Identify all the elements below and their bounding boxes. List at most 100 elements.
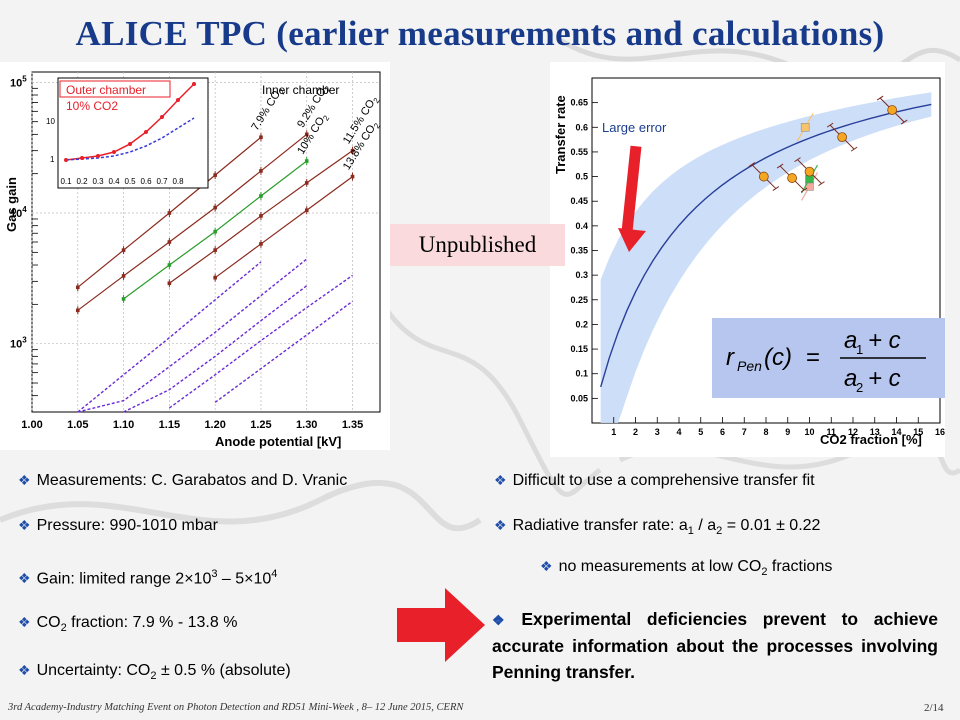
diamond-bullet-icon: ❖ (18, 662, 31, 678)
x-tick-label: 11 (826, 427, 836, 437)
y-tick-label: 0.3 (575, 270, 588, 280)
calc-series-line (77, 261, 262, 413)
y-tick-label: 0.15 (570, 344, 588, 354)
gas-gain-plot: 1.00 1.05 1.10 1.15 1.20 1.25 1.30 1.3510310410… (4, 71, 382, 449)
calc-series-line (123, 285, 308, 413)
inset-plot: Outer chamber 10% CO2 0.1 0.2 0.3 0.4 0.5 0.6… (46, 77, 209, 189)
x-tick-label: 1.05 (67, 419, 88, 431)
page-number: 2/14 (924, 702, 944, 714)
inset-data-point (128, 142, 132, 146)
inset-data-point (80, 156, 84, 160)
bullet-gain: ❖ Gain: limited range 2×103 – 5×104 (18, 568, 278, 588)
fit-uncertainty-band (600, 92, 932, 423)
data-point (304, 132, 309, 137)
formula-arg: (c) (764, 344, 792, 371)
gas-gain-xlabel: Anode potential [kV] (215, 434, 341, 449)
data-point (350, 148, 355, 153)
data-point (213, 275, 217, 280)
bullet-difficult-fit: ❖ Difficult to use a comprehensive transf… (494, 472, 815, 489)
x-tick-label: 7 (742, 427, 747, 437)
data-point (259, 169, 263, 173)
inset-y-tick: 1 (50, 155, 55, 164)
x-tick-label: 1.15 (159, 419, 180, 431)
y-tick-label: 0.45 (570, 196, 588, 206)
data-point (259, 242, 263, 246)
x-tick-label: 1.25 (250, 419, 271, 431)
data-point (837, 132, 848, 143)
errorbar-cap (826, 122, 834, 128)
x-tick-label: 1.30 (296, 419, 317, 431)
data-point (167, 263, 172, 267)
y-tick-label: 103 (10, 336, 27, 351)
inner-chamber-label: Inner chamber (262, 83, 339, 97)
formula-num-a: a (844, 327, 857, 354)
errorbar-cap (876, 95, 884, 101)
inset-x-tick: 0.6 (140, 177, 152, 186)
extra-data-point (800, 123, 810, 132)
y-tick-label: 0.2 (575, 319, 588, 329)
bullet-uncertainty: ❖ Uncertainty: CO2 ± 0.5 % (absolute) (18, 662, 291, 683)
data-point (167, 281, 172, 286)
diamond-bullet-icon: ❖ (494, 472, 507, 488)
bullet-no-measurements: ❖ no measurements at low CO2 fractions (540, 558, 833, 579)
data-point (121, 248, 126, 252)
fit-line (600, 103, 932, 388)
bullet-pressure: ❖ Pressure: 990-1010 mbar (18, 517, 218, 534)
conclusion-bullet: ❖ Experimental deficiencies prevent to ac… (492, 609, 938, 682)
gas-gain-ylabel: Gas gain (4, 177, 19, 232)
inset-x-tick: 0.5 (124, 177, 136, 186)
penning-rate-formula: r Pen (c) = a 1 + c a 2 + c (712, 318, 945, 398)
diamond-bullet-icon: ❖ (494, 517, 507, 533)
calc-series-line (168, 274, 353, 409)
y-tick-label: 0.25 (570, 295, 588, 305)
errorbar-cap (850, 146, 858, 152)
unpublished-label: Unpublished (390, 224, 565, 266)
x-tick-label: 13 (870, 427, 880, 437)
transfer-rate-ylabel: Transfer rate (553, 95, 568, 174)
x-tick-label: 1.35 (342, 419, 363, 431)
red-arrow-right-icon (397, 588, 485, 662)
x-tick-label: 3 (655, 427, 660, 437)
inset-x-tick: 0.8 (172, 177, 184, 186)
x-tick-label: 1.10 (113, 419, 134, 431)
inset-data-point (192, 82, 196, 86)
formula-den-sub: 2 (856, 380, 863, 395)
data-point (121, 297, 126, 301)
x-tick-label: 1.00 (21, 419, 42, 431)
gas-gain-chart: 1.00 1.05 1.10 1.15 1.20 1.25 1.30 1.35 103 104 10… (0, 62, 390, 450)
formula-num-sub: 1 (856, 342, 863, 357)
inset-x-tick: 0.2 (76, 177, 88, 186)
data-point (259, 214, 263, 218)
errorbar-cap (794, 157, 801, 163)
inset-data-point (64, 158, 68, 162)
y-tick-label: 105 (10, 74, 27, 89)
diamond-bullet-icon: ❖ (18, 472, 31, 488)
inset-data-point (160, 115, 164, 119)
calc-series-line (77, 258, 308, 413)
errorbar-cap (900, 119, 908, 125)
y-tick-label: 0.1 (575, 369, 588, 379)
bullet-radiative-rate: ❖ Radiative transfer rate: a1 / a2 = 0.01… (494, 517, 821, 538)
footer-text: 3rd Academy-Industry Matching Event on P… (8, 702, 464, 713)
diamond-bullet-icon: ❖ (540, 558, 553, 574)
inset-data-point (112, 150, 116, 154)
inset-label-outer: Outer chamber (66, 83, 146, 97)
x-tick-label: 14 (891, 427, 901, 437)
data-point (787, 173, 798, 183)
inset-data-point (176, 98, 180, 102)
x-tick-label: 8 (763, 427, 768, 437)
y-tick-label: 0.4 (575, 221, 588, 231)
transfer-rate-xlabel: CO2 fraction [%] (820, 432, 922, 447)
y-tick-label: 0.6 (575, 122, 588, 132)
red-arrow-down (618, 145, 646, 252)
y-tick-label: 0.65 (570, 98, 588, 108)
formula-equals: = (806, 344, 820, 371)
bullet-co2-fraction: ❖ CO2 fraction: 7.9 % - 13.8 % (18, 614, 238, 635)
x-tick-label: 6 (720, 427, 725, 437)
diamond-bullet-icon: ❖ (18, 614, 31, 630)
data-point (304, 181, 309, 185)
data-point (758, 171, 769, 182)
bullet-measurements: ❖ Measurements: C. Garabatos and D. Vrani… (18, 472, 348, 489)
inset-x-tick: 0.4 (108, 177, 120, 186)
data-point (75, 308, 80, 313)
